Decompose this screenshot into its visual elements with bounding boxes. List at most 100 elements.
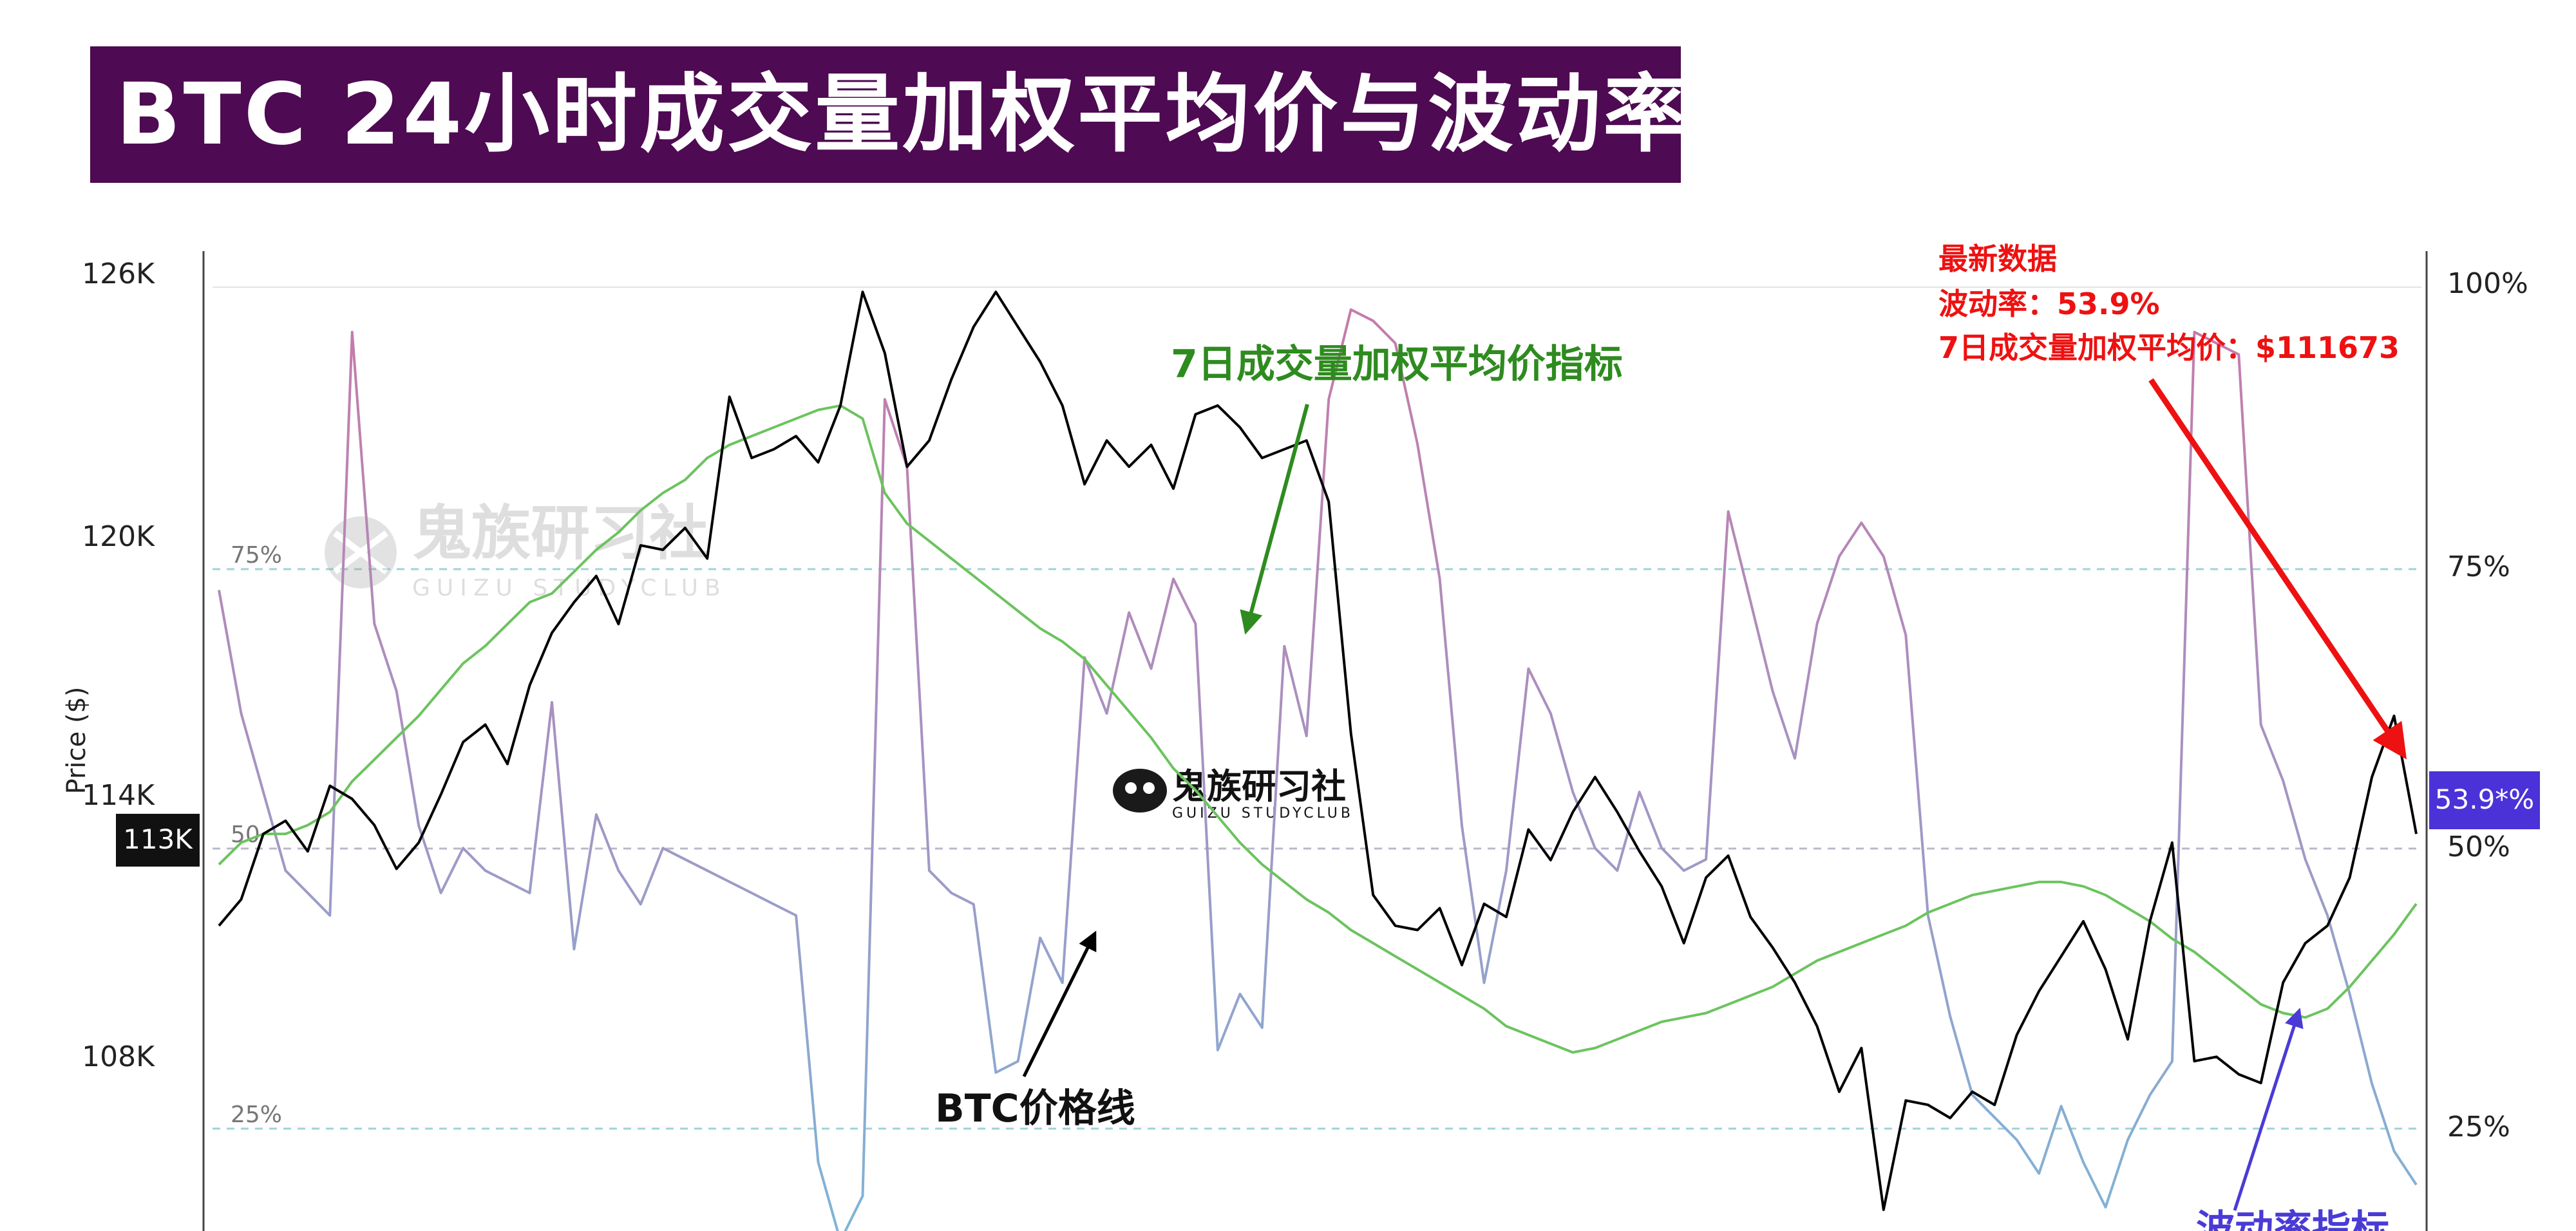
- volatility-point: [240, 712, 243, 715]
- price-point: [684, 527, 687, 529]
- price-point: [1394, 925, 1397, 927]
- y2-tick-label: 25%: [2447, 1111, 2510, 1143]
- volatility-point: [1927, 914, 1929, 917]
- volatility-point: [529, 892, 531, 894]
- volatility-point: [595, 813, 598, 816]
- volatility-point: [506, 881, 509, 883]
- volatility-point: [262, 791, 265, 793]
- price-point: [1172, 487, 1175, 490]
- vwap-point: [817, 409, 820, 411]
- price-point: [950, 378, 952, 381]
- price-point: [1794, 981, 1796, 984]
- vwap-point: [1838, 951, 1841, 954]
- vwap-point: [2105, 894, 2107, 896]
- price-point: [1327, 500, 1330, 503]
- price-point: [1238, 426, 1241, 429]
- price-point: [551, 632, 553, 634]
- vwap-point: [1549, 1042, 1552, 1045]
- price-point: [1971, 1091, 1974, 1093]
- latest-data-arrow: [2148, 378, 2407, 760]
- price-point: [1194, 413, 1197, 416]
- vwap-series-line: [218, 404, 2418, 1054]
- vwap-point: [1128, 710, 1130, 713]
- latest-data-header: 最新数据: [1938, 241, 2057, 276]
- vwap-point: [795, 417, 797, 420]
- vwap-point: [1327, 911, 1330, 914]
- price-point: [2105, 968, 2107, 971]
- volatility-point: [994, 1071, 997, 1074]
- price-point: [1838, 1091, 1841, 1093]
- volatility-point: [950, 892, 952, 894]
- latest-data-annotation: 最新数据 波动率：53.9% 7日成交量加权平均价：$111673: [1938, 241, 2407, 760]
- vwap-point: [1816, 959, 1819, 962]
- price-point: [1505, 916, 1508, 918]
- price-badge-bg: [116, 814, 200, 867]
- price-point: [2038, 990, 2040, 993]
- vwap-point: [2038, 881, 2040, 883]
- latest-vwap-text: 7日成交量加权平均价：$111673: [1938, 330, 2400, 365]
- vwap-point: [972, 575, 975, 578]
- vwap-point: [1727, 1003, 1730, 1006]
- volatility-point: [2260, 724, 2262, 726]
- vwap-point: [1439, 981, 1441, 984]
- volatility-point: [884, 398, 886, 400]
- price-point: [1816, 1025, 1819, 1028]
- vwap-point: [1772, 986, 1774, 988]
- price-point: [351, 798, 354, 800]
- vwap-point: [551, 592, 553, 595]
- price-point: [928, 439, 931, 442]
- latest-volatility-text: 波动率：53.9%: [1938, 287, 2160, 321]
- y-tick-label: 108K: [82, 1040, 155, 1073]
- volatility-point: [684, 858, 687, 861]
- price-point: [240, 898, 243, 901]
- watermark-subtext: GUIZU STUDYCLUB: [1172, 805, 1354, 822]
- volatility-point: [462, 847, 464, 849]
- volatility-point: [817, 1161, 820, 1163]
- volatility-point: [639, 903, 642, 906]
- y-tick-label: 126K: [82, 258, 155, 290]
- price-point: [1571, 811, 1574, 813]
- vwap-point: [928, 540, 931, 542]
- volatility-point: [1705, 858, 1707, 861]
- price-point: [307, 850, 309, 852]
- price-point: [2415, 832, 2418, 835]
- price-point: [529, 684, 531, 686]
- title-banner: BTC 24小时成交量加权平均价与波动率指数: [90, 46, 1863, 183]
- vwap-point: [1683, 1016, 1685, 1019]
- volatility-point: [1527, 668, 1530, 670]
- volatility-point: [395, 690, 398, 692]
- price-point: [1416, 929, 1419, 932]
- volatility-point: [2304, 858, 2307, 861]
- volatility-point: [2415, 1183, 2418, 1186]
- vwap-point: [2126, 907, 2129, 910]
- vwap-point: [2215, 968, 2218, 971]
- vwap-point: [2349, 986, 2351, 988]
- vwap-point: [595, 549, 598, 551]
- watermark-text: 鬼族研习社: [1172, 766, 1346, 807]
- vwap-point: [1039, 627, 1041, 630]
- price-point: [2282, 981, 2284, 984]
- vwap-point: [1394, 955, 1397, 957]
- volatility-point: [928, 869, 931, 872]
- price-point: [1061, 404, 1064, 407]
- price-point: [905, 465, 908, 468]
- volatility-point: [1749, 600, 1752, 603]
- price-point: [750, 456, 753, 459]
- price-point: [1638, 850, 1641, 852]
- volatility-point: [795, 914, 797, 917]
- price-point: [839, 404, 842, 407]
- volatility-point: [1904, 634, 1907, 636]
- vwap-point: [307, 824, 309, 827]
- ref-line-label: 50: [231, 822, 260, 848]
- ref-line-label: 75%: [231, 542, 282, 569]
- vwap-label: 7日成交量加权平均价指标: [1171, 342, 1623, 387]
- volatility-point: [1505, 869, 1508, 872]
- volatility-point: [2105, 1206, 2107, 1208]
- price-point: [1439, 907, 1441, 910]
- vwap-point: [1882, 933, 1885, 935]
- vwap-point: [2393, 933, 2396, 935]
- volatility-point: [2349, 993, 2351, 995]
- vwap-point: [1971, 894, 1974, 896]
- vwap-point: [573, 570, 575, 573]
